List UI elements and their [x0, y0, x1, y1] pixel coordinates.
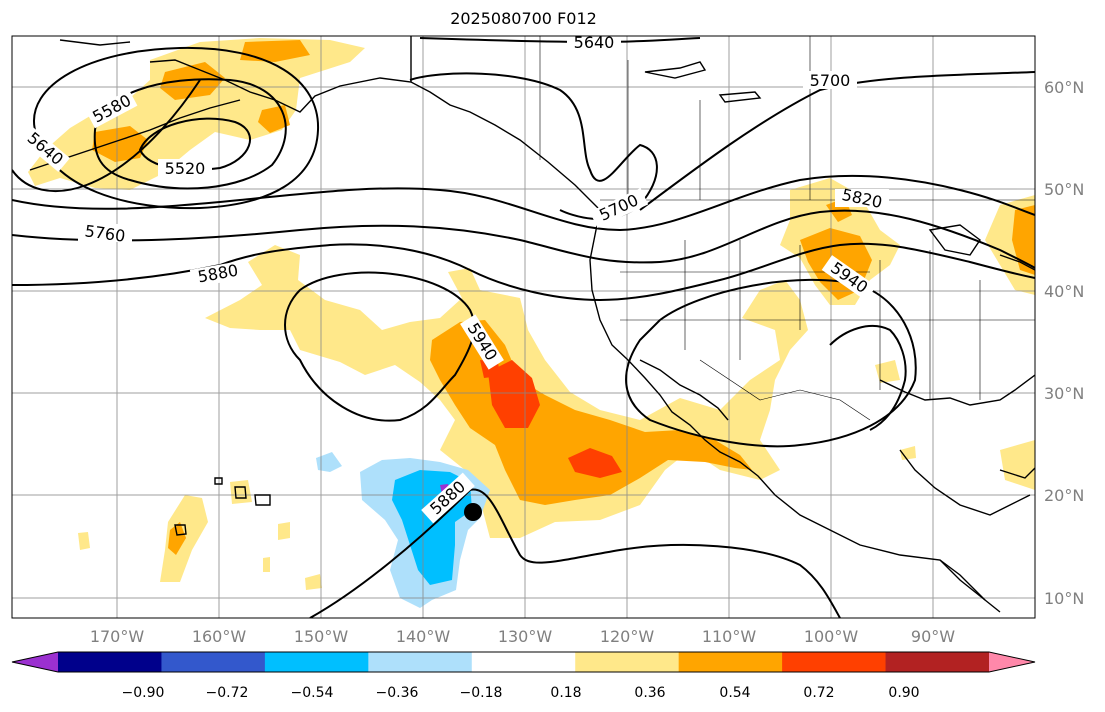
contour-5880-gulf	[829, 325, 907, 431]
contour-label: 5640	[574, 33, 615, 52]
colorbar-tick-label: 0.54	[719, 685, 750, 701]
latitude-labels: 60°N 50°N 40°N 30°N 20°N 10°N	[1044, 78, 1084, 608]
colorbar-segment	[264, 652, 369, 672]
anomaly-region-hawaii	[78, 480, 322, 590]
anomaly-region-alaska-orange	[92, 40, 310, 162]
lat-label: 30°N	[1044, 384, 1084, 403]
lat-label: 10°N	[1044, 589, 1084, 608]
anomaly-region-east-orange	[1012, 205, 1035, 275]
map-frame	[11, 35, 1036, 619]
anomaly-region-red-core-2	[568, 448, 622, 478]
colorbar-segment	[885, 652, 990, 672]
anomaly-region-gulf	[875, 360, 1035, 490]
lon-label: 90°W	[911, 627, 955, 646]
colorbar-tick-label: −0.90	[122, 685, 165, 701]
colorbar-tick-label: −0.18	[460, 685, 503, 701]
contour-5760	[12, 174, 1035, 232]
colorbar-outline	[11, 651, 1036, 673]
lon-label: 100°W	[804, 627, 859, 646]
lon-label: 160°W	[192, 627, 247, 646]
storm-position-marker	[464, 503, 482, 521]
lon-label: 110°W	[702, 627, 757, 646]
contour-label-backgrounds	[20, 36, 889, 524]
lat-label: 40°N	[1044, 282, 1084, 301]
colorbar-tick-labels: −0.90 −0.72 −0.54 −0.36 −0.18 0.18 0.36 …	[122, 685, 920, 701]
colorbar-tick-label: −0.54	[291, 685, 334, 701]
colorbar-segment	[471, 652, 576, 672]
contour-label: 5520	[165, 159, 206, 178]
colorbar-tick-label: −0.72	[206, 685, 249, 701]
anomaly-region-hawaii-orange	[168, 522, 186, 555]
lon-label: 140°W	[396, 627, 451, 646]
colorbar-tick-label: 0.36	[634, 685, 665, 701]
contour-5820	[12, 209, 1035, 269]
lat-label: 20°N	[1044, 486, 1084, 505]
contour-5640-west	[32, 46, 320, 210]
graticule	[12, 36, 1035, 618]
contour-5880-south	[309, 488, 841, 618]
colorbar-tick-label: 0.72	[803, 685, 834, 701]
map-title: 2025080700 F012	[450, 9, 597, 28]
longitude-labels: 170°W 160°W 150°W 140°W 130°W 120°W 110°…	[90, 627, 955, 646]
colorbar-segment	[368, 652, 473, 672]
colorbar-tick-label: 0.18	[550, 685, 581, 701]
colorbar	[11, 651, 1036, 673]
contour-label: 5700	[810, 71, 851, 90]
colorbar-segment	[161, 652, 266, 672]
contour-5880-north	[12, 242, 1035, 302]
lon-label: 150°W	[294, 627, 349, 646]
colorbar-tick-label: −0.36	[376, 685, 419, 701]
lon-label: 170°W	[90, 627, 145, 646]
anomaly-region-red-core-1	[488, 360, 540, 428]
colorbar-segment	[782, 652, 887, 672]
lon-label: 130°W	[498, 627, 553, 646]
colorbar-segment	[575, 652, 680, 672]
colorbar-segment	[678, 652, 783, 672]
colorbar-segment	[58, 652, 162, 672]
colorbar-tick-label: 0.90	[888, 685, 919, 701]
contour-5580	[93, 78, 287, 190]
lat-label: 50°N	[1044, 180, 1084, 199]
lon-label: 120°W	[600, 627, 655, 646]
height-contours	[12, 37, 1035, 618]
colorbar-extend-low	[12, 652, 58, 672]
colorbar-extend-high	[989, 652, 1035, 672]
lat-label: 60°N	[1044, 78, 1084, 97]
